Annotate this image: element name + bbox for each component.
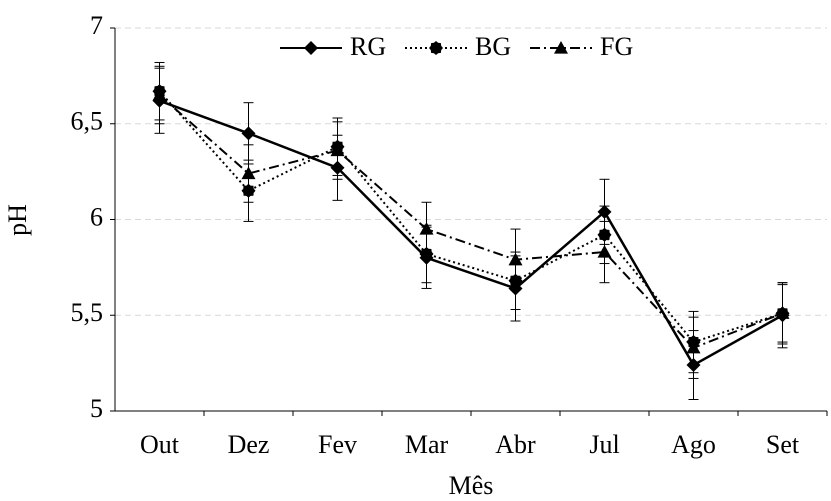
x-tick-label: Abr bbox=[495, 430, 536, 459]
point bbox=[508, 252, 523, 266]
point bbox=[597, 245, 612, 258]
point bbox=[241, 166, 256, 180]
point bbox=[241, 183, 256, 198]
point bbox=[419, 222, 434, 235]
x-tick-label: Out bbox=[140, 430, 180, 459]
legend-marker bbox=[304, 41, 318, 55]
x-tick-label: Fev bbox=[318, 430, 357, 459]
y-tick-label: 5 bbox=[90, 394, 103, 423]
y-tick-label: 6,5 bbox=[71, 107, 104, 136]
y-axis-label: pH bbox=[3, 204, 32, 236]
point bbox=[597, 227, 612, 242]
point bbox=[330, 143, 345, 157]
point bbox=[241, 126, 256, 141]
y-tick-label: 6 bbox=[90, 202, 103, 231]
x-tick-label: Ago bbox=[671, 430, 716, 459]
point bbox=[330, 160, 345, 175]
point bbox=[686, 340, 701, 354]
point bbox=[686, 358, 701, 373]
x-tick-label: Dez bbox=[228, 430, 270, 459]
x-tick-label: Set bbox=[766, 430, 800, 459]
y-tick-label: 5,5 bbox=[71, 298, 104, 327]
legend-marker bbox=[554, 41, 568, 54]
y-tick-label: 7 bbox=[90, 11, 103, 40]
point bbox=[419, 247, 434, 261]
point bbox=[152, 88, 167, 101]
legend-label: BG bbox=[475, 32, 511, 61]
series-line bbox=[159, 99, 784, 367]
x-tick-label: Mar bbox=[405, 430, 449, 459]
series-line bbox=[158, 94, 783, 349]
x-tick-label: Jul bbox=[589, 430, 619, 459]
x-axis-label: Mês bbox=[449, 471, 494, 500]
series-line bbox=[158, 90, 783, 344]
point bbox=[597, 204, 612, 219]
point bbox=[508, 273, 523, 288]
point bbox=[775, 306, 790, 319]
legend-label: RG bbox=[350, 32, 386, 61]
legend-marker bbox=[429, 41, 443, 55]
legend-label: FG bbox=[600, 32, 633, 61]
